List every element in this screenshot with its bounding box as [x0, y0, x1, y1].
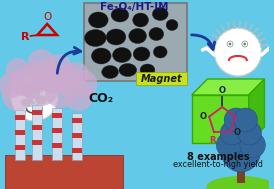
Text: O: O — [219, 86, 226, 95]
Polygon shape — [249, 79, 264, 143]
Text: Magnet: Magnet — [140, 74, 182, 84]
Ellipse shape — [35, 95, 47, 105]
Bar — [72, 113, 82, 160]
Circle shape — [244, 43, 246, 45]
Ellipse shape — [129, 29, 147, 43]
Circle shape — [221, 132, 261, 172]
Circle shape — [229, 43, 231, 45]
Ellipse shape — [140, 64, 155, 76]
Circle shape — [39, 66, 67, 94]
Circle shape — [242, 41, 248, 47]
Text: O: O — [43, 12, 51, 22]
Circle shape — [39, 88, 41, 90]
Bar — [32, 140, 42, 145]
Text: O: O — [233, 128, 240, 137]
Circle shape — [20, 62, 49, 92]
Ellipse shape — [206, 176, 274, 189]
Ellipse shape — [152, 8, 168, 20]
Ellipse shape — [102, 66, 118, 78]
Circle shape — [45, 76, 77, 108]
Ellipse shape — [106, 29, 126, 45]
Text: CO₂: CO₂ — [89, 91, 114, 105]
Polygon shape — [136, 72, 187, 85]
Bar — [32, 110, 42, 115]
Ellipse shape — [166, 19, 178, 30]
Circle shape — [46, 54, 72, 80]
Circle shape — [220, 121, 244, 145]
Bar — [52, 108, 62, 160]
Circle shape — [2, 79, 33, 111]
Bar — [15, 110, 25, 160]
Circle shape — [24, 86, 30, 92]
Circle shape — [70, 70, 97, 98]
Circle shape — [240, 132, 266, 158]
Circle shape — [27, 49, 55, 77]
Ellipse shape — [92, 48, 111, 64]
Circle shape — [65, 62, 89, 86]
Circle shape — [32, 59, 63, 91]
Circle shape — [0, 72, 25, 98]
Bar — [72, 118, 82, 123]
Bar — [52, 113, 62, 118]
Bar — [5, 155, 123, 189]
Bar — [15, 130, 25, 135]
Circle shape — [238, 121, 261, 145]
Circle shape — [24, 70, 59, 106]
Circle shape — [37, 86, 43, 92]
Ellipse shape — [89, 12, 108, 28]
Circle shape — [216, 132, 242, 158]
Circle shape — [223, 120, 259, 156]
Bar — [72, 148, 82, 153]
Text: O: O — [199, 112, 206, 121]
Text: excellent-to-high yield: excellent-to-high yield — [173, 160, 263, 169]
Ellipse shape — [21, 85, 40, 99]
Ellipse shape — [153, 46, 167, 58]
Circle shape — [225, 109, 256, 141]
Ellipse shape — [85, 29, 106, 46]
Text: R: R — [21, 32, 30, 42]
Circle shape — [224, 108, 248, 132]
Bar — [52, 128, 62, 133]
Circle shape — [64, 81, 93, 111]
Ellipse shape — [21, 99, 34, 107]
Ellipse shape — [111, 8, 129, 22]
Circle shape — [214, 28, 261, 76]
Ellipse shape — [149, 28, 164, 40]
Polygon shape — [192, 95, 249, 143]
Circle shape — [25, 88, 28, 90]
FancyBboxPatch shape — [84, 3, 187, 81]
Bar — [32, 105, 42, 160]
Circle shape — [10, 68, 37, 96]
Bar — [237, 158, 245, 183]
Circle shape — [11, 73, 58, 121]
Ellipse shape — [32, 105, 42, 112]
Circle shape — [227, 41, 233, 47]
Text: Fe₃O₄/HT-IM: Fe₃O₄/HT-IM — [101, 2, 169, 12]
Bar — [15, 145, 25, 150]
Circle shape — [52, 64, 82, 94]
Bar — [72, 133, 82, 138]
Ellipse shape — [133, 47, 150, 61]
Ellipse shape — [119, 64, 137, 77]
Ellipse shape — [133, 13, 149, 27]
Bar — [52, 143, 62, 148]
Circle shape — [234, 108, 258, 132]
Text: 8 examples: 8 examples — [187, 152, 250, 162]
Circle shape — [6, 58, 30, 82]
Text: R: R — [209, 136, 215, 145]
Ellipse shape — [113, 47, 131, 63]
Polygon shape — [192, 79, 264, 95]
Bar — [15, 115, 25, 120]
Bar — [32, 125, 42, 130]
